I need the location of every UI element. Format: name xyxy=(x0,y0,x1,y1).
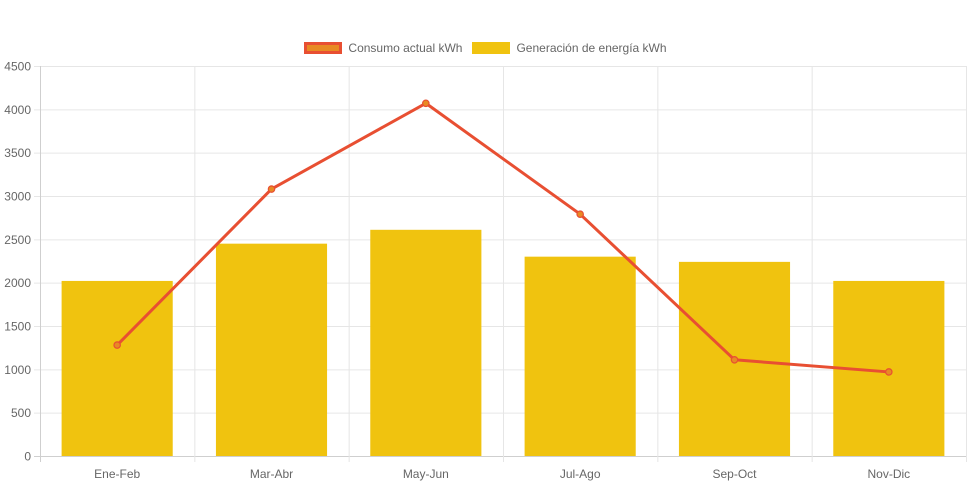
line-consumo xyxy=(116,101,889,374)
x-tick-label: Sep-Oct xyxy=(712,467,757,481)
y-tick-label: 1500 xyxy=(4,320,31,334)
x-tick-label: Jul-Ago xyxy=(560,467,601,481)
x-tick-label: Mar-Abr xyxy=(250,467,293,481)
legend-item-consumo[interactable]: Consumo actual kWh xyxy=(304,41,462,55)
chart-legend: Consumo actual kWh Generación de energía… xyxy=(0,41,971,55)
legend-swatch-consumo xyxy=(304,42,343,54)
point-consumo xyxy=(422,99,430,108)
legend-swatch-generacion xyxy=(472,42,511,54)
bar-generacion xyxy=(370,229,482,456)
legend-label-consumo: Consumo actual kWh xyxy=(348,41,463,55)
point-consumo xyxy=(113,341,121,349)
point-consumo xyxy=(267,185,276,193)
legend-label-generacion: Generación de energía kWh xyxy=(516,41,667,55)
y-tick-label: 4500 xyxy=(4,60,31,74)
bar-generacion xyxy=(61,280,173,456)
point-consumo xyxy=(885,368,893,376)
y-tick-label: 500 xyxy=(11,406,31,420)
y-tick-label: 2000 xyxy=(4,276,31,290)
y-tick-label: 0 xyxy=(24,450,31,464)
y-tick-label: 3000 xyxy=(4,190,31,204)
y-tick-label: 3500 xyxy=(4,146,31,160)
x-tick-label: Nov-Dic xyxy=(867,467,910,481)
y-tick-label: 2500 xyxy=(4,233,31,247)
point-consumo xyxy=(576,210,584,219)
bar-generacion xyxy=(524,256,636,456)
y-tick-label: 1000 xyxy=(4,363,31,377)
point-consumo xyxy=(730,355,739,364)
legend-item-generacion[interactable]: Generación de energía kWh xyxy=(472,41,667,55)
y-tick-label: 4000 xyxy=(4,103,31,117)
bar-generacion xyxy=(215,243,328,456)
x-tick-label: May-Jun xyxy=(403,467,449,481)
x-tick-label: Ene-Feb xyxy=(94,467,140,481)
